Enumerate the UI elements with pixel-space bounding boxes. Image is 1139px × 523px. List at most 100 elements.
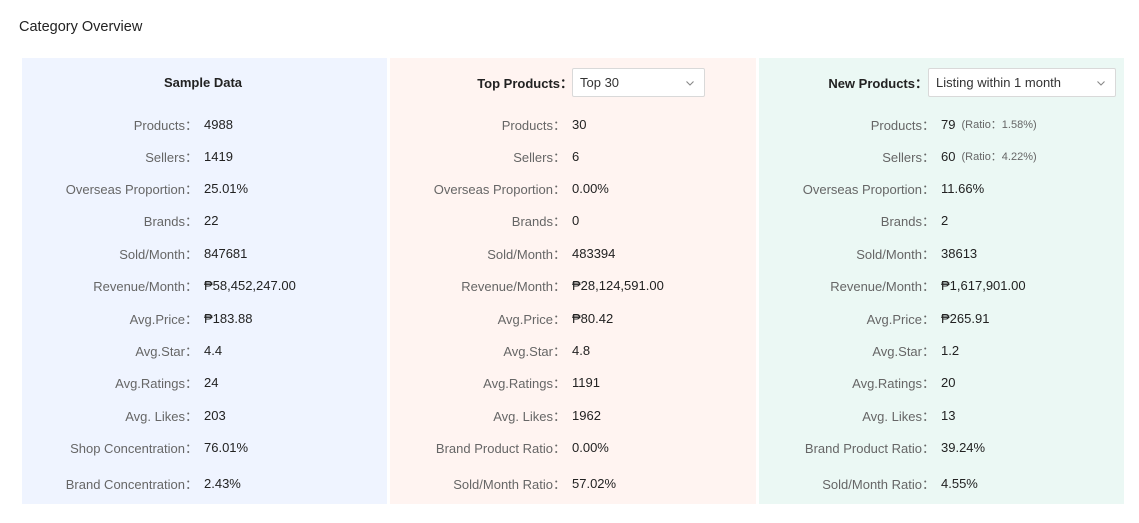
metric-row: Products： 4988 [22, 114, 387, 134]
metric-value-text: 38613 [941, 245, 978, 261]
metric-value-text: 11.66% [941, 180, 985, 196]
metric-value: 30 [572, 117, 586, 132]
metric-value-text: 0.00% [572, 180, 609, 196]
metric-value: 0.00% [572, 440, 609, 455]
metric-value: 1962 [572, 408, 601, 423]
metric-row: Avg.Price： ₱80.42 [390, 308, 756, 328]
metric-value: 203 [204, 408, 226, 423]
metric-row: Brand Product Ratio： 39.24% [759, 437, 1124, 457]
metric-label: Brands： [143, 213, 198, 229]
metric-row: Avg. Likes： 13 [759, 405, 1124, 425]
metric-row: Sold/Month： 38613 [759, 243, 1124, 263]
metric-label: Sellers： [145, 149, 198, 165]
top-products-panel: Top Products： Top 30 Products： 30 Sellers：… [390, 58, 756, 504]
metric-value: 20 [941, 375, 955, 390]
metric-value-text: 1191 [572, 374, 600, 390]
metric-row: Products： 30 [390, 114, 756, 134]
metric-value-text: 0 [572, 212, 580, 228]
metric-value: ₱80.42 [572, 311, 613, 326]
metric-label: Products： [501, 117, 566, 133]
metric-value-text: 4.4 [204, 342, 223, 358]
metric-value-text: 203 [204, 407, 226, 423]
metric-label: Shop Concentration： [70, 440, 198, 456]
metric-row: Overseas Proportion： 25.01% [22, 178, 387, 198]
metric-row: Shop Concentration： 76.01% [22, 437, 387, 457]
metric-value: ₱58,452,247.00 [204, 278, 296, 293]
metric-label: Avg. Likes： [493, 408, 566, 424]
metric-value-text: 2 [941, 212, 949, 228]
metric-value-text: ₱28,124,591.00 [572, 277, 664, 293]
metric-label: Avg. Likes： [862, 408, 935, 424]
new-products-panel: New Products： Listing within 1 month Pro… [759, 58, 1124, 504]
metric-value-text: 483394 [572, 245, 616, 261]
metric-label: Sold/Month： [856, 246, 935, 262]
metric-value-text: 6 [572, 148, 580, 164]
metric-value: 39.24% [941, 440, 985, 455]
metric-ratio: (Ratio：1.58%) [961, 119, 1037, 131]
metric-row: Avg.Star： 4.8 [390, 340, 756, 360]
top-products-select[interactable]: Top 30 [572, 68, 705, 97]
metric-row: Overseas Proportion： 0.00% [390, 178, 756, 198]
metric-label: Overseas Proportion： [65, 181, 198, 197]
metric-value: ₱1,617,901.00 [941, 278, 1026, 293]
metric-value-text: 60 [941, 148, 956, 164]
top-products-header: Top Products： Top 30 [390, 68, 756, 97]
metric-row: Sold/Month： 483394 [390, 243, 756, 263]
metric-value: 6 [572, 149, 579, 164]
metric-row: Avg.Star： 4.4 [22, 340, 387, 360]
metric-value: 847681 [204, 246, 247, 261]
metric-label: Avg.Star： [135, 343, 198, 359]
metric-label: Brand Product Ratio： [435, 440, 566, 456]
metric-label: Products： [133, 117, 198, 133]
top-products-label: Top Products： [477, 76, 573, 91]
metric-value-text: 4988 [204, 116, 233, 132]
metric-value: 4988 [204, 117, 233, 132]
metric-row: Overseas Proportion： 11.66% [759, 178, 1124, 198]
metric-row: Brands： 0 [390, 210, 756, 230]
metric-value: 25.01% [204, 181, 248, 196]
metric-value: 2.43% [204, 476, 241, 491]
metric-value: 38613 [941, 246, 977, 261]
metric-value: 1.2 [941, 343, 959, 358]
metric-label: Revenue/Month： [93, 278, 198, 294]
metric-value: 0.00% [572, 181, 609, 196]
metric-value: ₱265.91 [941, 311, 989, 326]
metric-label: Avg.Ratings： [483, 375, 566, 391]
metric-value: 0 [572, 213, 579, 228]
top-products-select-value: Top 30 [580, 75, 620, 90]
metric-row: Revenue/Month： ₱1,617,901.00 [759, 275, 1124, 295]
metric-value-text: ₱265.91 [941, 310, 990, 326]
metric-value-text: 1962 [572, 407, 601, 423]
metric-label: Brand Concentration： [65, 476, 198, 492]
metric-value-text: ₱183.88 [204, 310, 253, 326]
metric-label: Avg.Ratings： [852, 375, 935, 391]
metric-label: Sold/Month： [119, 246, 198, 262]
new-products-select-value: Listing within 1 month [936, 75, 1062, 90]
metric-label: Revenue/Month： [461, 278, 566, 294]
metric-label: Avg.Star： [503, 343, 566, 359]
metric-label: Revenue/Month： [830, 278, 935, 294]
metric-value-text: 39.24% [941, 439, 986, 455]
metric-label: Avg.Ratings： [115, 375, 198, 391]
metric-value-text: 1419 [204, 148, 233, 164]
metric-label: Brand Product Ratio： [804, 440, 935, 456]
metric-label: Sellers： [882, 149, 935, 165]
metric-value: 4.4 [204, 343, 222, 358]
metric-row: Avg.Ratings： 24 [22, 372, 387, 392]
metric-label: Brands： [511, 213, 566, 229]
metric-row: Avg. Likes： 1962 [390, 405, 756, 425]
metric-label: Sold/Month Ratio： [453, 476, 566, 492]
metric-row: Sellers： 1419 [22, 146, 387, 166]
metric-value: 4.55% [941, 476, 978, 491]
metric-value-text: ₱1,617,901.00 [941, 277, 1026, 293]
new-products-select[interactable]: Listing within 1 month [928, 68, 1116, 97]
metric-row: Brand Product Ratio： 0.00% [390, 437, 756, 457]
sample-data-title: Sample Data [163, 75, 243, 90]
metric-row: Sellers： 6 [390, 146, 756, 166]
metric-value: 483394 [572, 246, 615, 261]
metric-value-text: 1.2 [941, 342, 960, 358]
metric-row: Sellers： 60 (Ratio：4.22%) [759, 146, 1124, 166]
metric-value-text: 57.02% [572, 475, 617, 491]
metric-row: Avg.Price： ₱183.88 [22, 308, 387, 328]
metric-value-text: 2.43% [204, 475, 241, 491]
